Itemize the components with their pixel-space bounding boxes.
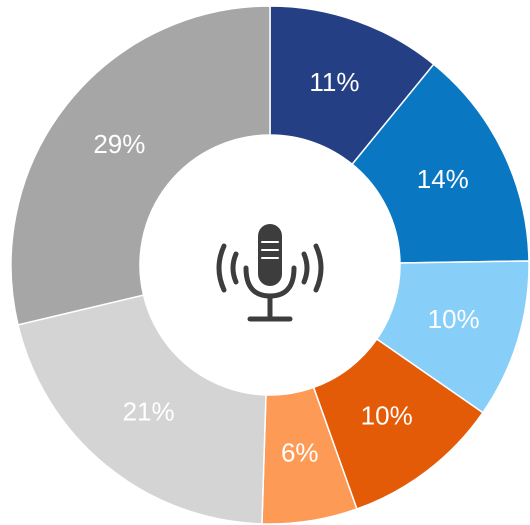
microphone-icon [216,224,324,322]
slice [17,294,267,525]
data-label: 10% [428,304,480,334]
data-label: 10% [361,400,413,430]
data-label: 21% [123,397,175,427]
donut [10,5,530,525]
data-label: 6% [281,438,319,468]
data-label: 11% [309,67,359,97]
data-label: 14% [417,164,469,194]
slice [10,5,271,326]
slice [351,63,530,264]
data-label: 29% [93,129,145,159]
